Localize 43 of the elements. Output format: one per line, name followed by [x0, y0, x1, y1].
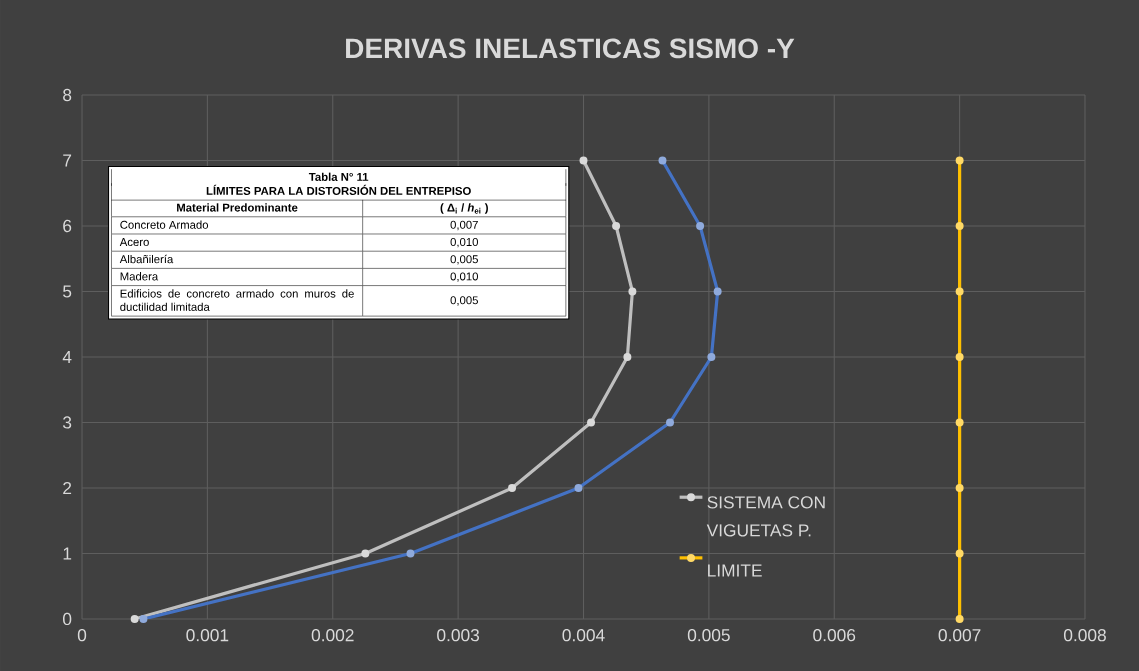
x-tick-label: 0.004 — [562, 629, 605, 642]
annotation: 0,010 — [450, 272, 478, 282]
point — [587, 418, 596, 427]
y-tick-label: 5 — [63, 285, 72, 298]
y-tick-label: 7 — [63, 154, 72, 167]
annotation: 0,010 — [450, 238, 478, 248]
x-tick-label: 0.002 — [311, 629, 354, 642]
annotation: Concreto Armado — [120, 220, 209, 229]
y-tick-label: 6 — [63, 219, 72, 233]
point — [130, 614, 139, 623]
annotation: Tabla N° 11 — [308, 172, 369, 181]
x-tick-label: 0.001 — [186, 629, 229, 642]
annotation: Edificios de concreto armado con muros de ductilidad limitada — [120, 289, 354, 311]
point — [612, 222, 621, 230]
annotation: ( Δ$_{i}$ / h$_{ei}$ ) — [440, 203, 488, 214]
y-tick-label: 8 — [63, 88, 72, 102]
point — [361, 549, 370, 558]
y-tick-label: 2 — [63, 481, 72, 495]
annotation: 0,005 — [450, 296, 478, 306]
x-tick-label: 0.005 — [687, 629, 730, 642]
y-tick-label: 0 — [63, 612, 72, 626]
x-tick-label: 0.006 — [813, 629, 856, 642]
x-tick-label: 0.008 — [1063, 629, 1106, 642]
x-tick-label: 0 — [77, 629, 87, 642]
annotation: Material Predominante — [177, 203, 298, 212]
annotation: LÍMITES PARA LA DISTORSIÓN DEL ENTREPISO — [206, 184, 471, 195]
chart-title: DERIVAS INELASTICAS SISMO -Y — [346, 38, 795, 59]
x-tick-label: 0.007 — [938, 629, 981, 642]
annotation: Albañilería — [119, 254, 174, 264]
point — [628, 287, 637, 296]
annotation: Madera — [120, 272, 159, 281]
x-tick-label: 0.003 — [437, 629, 480, 642]
y-tick-label: 1 — [63, 547, 72, 560]
y-tick-label: 3 — [63, 416, 72, 429]
y-tick-label: 4 — [62, 351, 72, 363]
annotation: Acero — [119, 238, 149, 247]
point — [579, 156, 588, 165]
annotation: 0,007 — [450, 220, 478, 231]
annotation: 0,005 — [450, 255, 478, 265]
point — [508, 483, 517, 492]
point — [623, 352, 632, 361]
legend-label: LIMITE — [708, 564, 762, 577]
legend-label: SISTEMA CON VIGUETAS P. — [706, 496, 825, 537]
